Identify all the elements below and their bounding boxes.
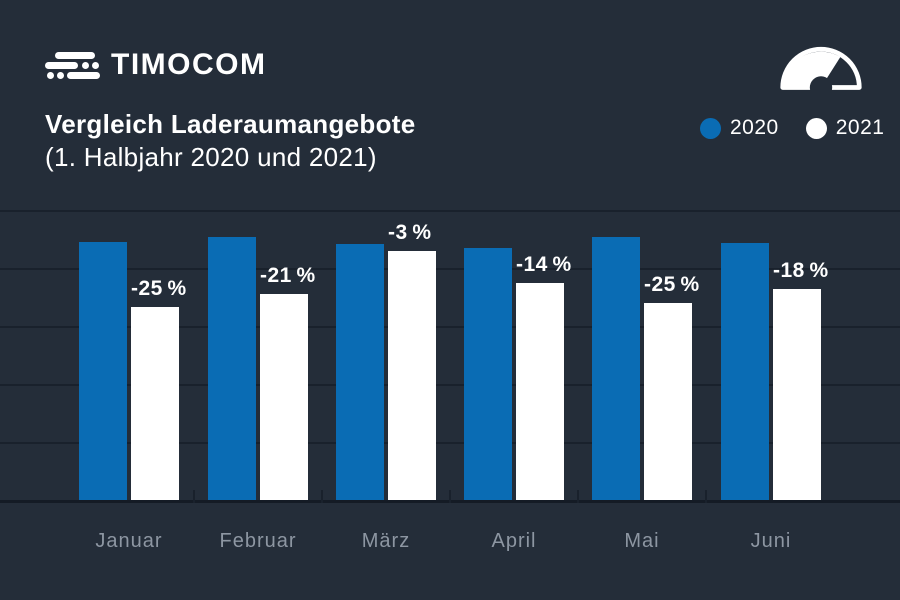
gridline	[0, 384, 900, 386]
title-block: Vergleich Laderaumangebote (1. Halbjahr …	[45, 108, 415, 174]
bar-2021-5	[644, 303, 692, 500]
bar-value-label: -3 %	[388, 221, 432, 244]
x-axis-label-mai: Mai	[624, 530, 660, 552]
x-axis-label-märz: März	[361, 530, 411, 552]
gridline	[0, 442, 900, 444]
legend-label-2020: 2020	[730, 116, 779, 139]
bar-2021-1	[131, 307, 179, 500]
legend-item-2021: 2021	[805, 116, 885, 140]
bar-2020-6	[721, 243, 769, 500]
brand-name: TIMOCOM	[111, 47, 267, 81]
bar-2020-1	[79, 242, 127, 500]
bar-2020-3	[336, 244, 384, 500]
legend-item-2020: 2020	[700, 116, 779, 140]
bar-2021-6	[773, 289, 821, 500]
bar-2020-2	[208, 237, 256, 500]
bar-2021-2	[260, 294, 308, 500]
legend-dot-2021	[805, 117, 827, 139]
axis-category-tick	[321, 490, 323, 503]
gridline	[0, 268, 900, 270]
timocom-logo: TIMOCOM	[45, 49, 266, 80]
bar-value-label: -18 %	[773, 259, 829, 282]
bar-value-label: -25 %	[644, 273, 700, 296]
chart-legend: 2020 2021	[700, 116, 884, 140]
axis-category-tick	[705, 490, 707, 503]
bar-2021-3	[388, 251, 436, 500]
bar-value-label: -25 %	[131, 277, 187, 300]
legend-label-2021: 2021	[835, 116, 885, 139]
x-axis-label-januar: Januar	[95, 530, 163, 552]
bar-2020-4	[464, 248, 512, 500]
x-axis-label-februar: Februar	[219, 530, 297, 552]
axis-category-tick	[577, 490, 579, 503]
gridline	[0, 210, 900, 212]
chart-subtitle: (1. Halbjahr 2020 und 2021)	[45, 142, 377, 172]
bar-value-label: -21 %	[260, 264, 316, 287]
chart-title: Vergleich Laderaumangebote	[45, 109, 416, 139]
bar-value-label: -14 %	[516, 253, 572, 276]
bar-2020-5	[592, 237, 640, 500]
bar-2021-4	[516, 283, 564, 500]
axis-category-tick	[193, 490, 195, 503]
x-axis-label-juni: Juni	[750, 530, 792, 552]
axis-category-tick	[449, 490, 451, 503]
x-axis-label-april: April	[491, 530, 537, 552]
speedometer-icon	[780, 46, 862, 92]
legend-dot-2020	[700, 117, 721, 139]
gridline	[0, 326, 900, 328]
timocom-motion-lines-icon	[45, 50, 101, 80]
